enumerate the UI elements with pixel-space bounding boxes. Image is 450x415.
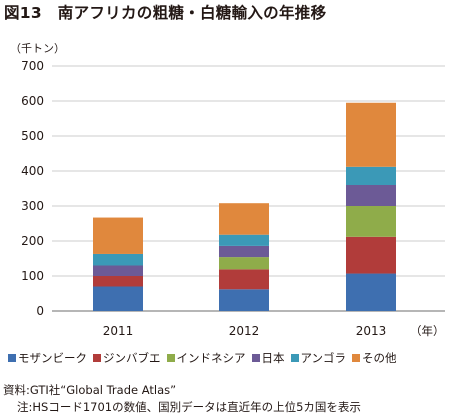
bar-segment-2013-アンゴラ: [346, 166, 396, 185]
legend-swatch: [8, 354, 16, 362]
x-tick-label: 2013: [356, 324, 387, 338]
legend: モザンビーク ジンバブエ インドネシア 日本 アンゴラ その他: [8, 350, 397, 366]
x-axis-unit-label: （年）: [410, 324, 445, 338]
bar-segment-2011-モザンビーク: [93, 286, 143, 311]
y-axis-unit-label: （千トン）: [10, 42, 65, 55]
legend-item: その他: [352, 350, 397, 366]
bar-segment-2012-アンゴラ: [219, 234, 269, 246]
legend-swatch: [251, 354, 260, 362]
source-note: 資料:GTI社“Global Trade Atlas”: [3, 383, 177, 397]
x-tick-label: 2011: [103, 324, 134, 338]
legend-label: ジンバブエ: [103, 351, 161, 365]
footnote: 注:HSコード1701の数値、国別データは直近年の上位5カ国を表示: [17, 400, 361, 414]
legend-swatch: [290, 354, 299, 362]
stacked-bar-chart: 0 100 200 300 400 500 600 700 2011 2012 2013: [21, 59, 445, 338]
x-tick-label: 2012: [229, 324, 260, 338]
y-tick-label: 100: [21, 269, 44, 283]
legend-swatch: [352, 354, 361, 362]
y-tick-label: 500: [21, 129, 44, 143]
legend-swatch: [93, 354, 101, 362]
bar-segment-2013-モザンビーク: [346, 273, 396, 311]
bar-segment-2011-その他: [93, 217, 143, 254]
y-tick-label: 0: [36, 304, 44, 318]
bar-segment-2012-日本: [219, 245, 269, 258]
bar-segment-2012-その他: [219, 203, 269, 235]
legend-label: インドネシア: [176, 351, 246, 365]
legend-item: 日本: [251, 350, 285, 366]
legend-item: モザンビーク: [8, 350, 87, 366]
y-tick-label: 600: [21, 94, 44, 108]
y-tick-label: 700: [21, 59, 44, 73]
legend-item: ジンバブエ: [93, 350, 161, 366]
bar-segment-2012-インドネシア: [219, 257, 269, 270]
legend-swatch: [166, 354, 175, 362]
bar-segment-2012-モザンビーク: [219, 289, 269, 311]
y-tick-label: 400: [21, 164, 44, 178]
legend-label: モザンビーク: [18, 351, 87, 365]
bar-segment-2011-ジンバブエ: [93, 276, 143, 287]
bar-segment-2011-アンゴラ: [93, 253, 143, 266]
legend-label: 日本: [261, 351, 285, 365]
legend-item: インドネシア: [166, 350, 246, 366]
chart-title: 図13 南アフリカの粗糖・白糖輸入の年推移: [4, 4, 327, 22]
y-tick-label: 300: [21, 199, 44, 213]
legend-label: その他: [362, 351, 397, 365]
bar-segment-2011-日本: [93, 265, 143, 276]
y-tick-label: 200: [21, 234, 44, 248]
legend-label: アンゴラ: [300, 351, 347, 365]
bar-segment-2012-ジンバブエ: [219, 269, 269, 290]
bar-segment-2013-インドネシア: [346, 206, 396, 237]
bar-segment-2013-日本: [346, 185, 396, 206]
bar-segment-2013-ジンバブエ: [346, 236, 396, 274]
bar-segment-2013-その他: [346, 102, 396, 167]
legend-item: アンゴラ: [290, 350, 347, 366]
